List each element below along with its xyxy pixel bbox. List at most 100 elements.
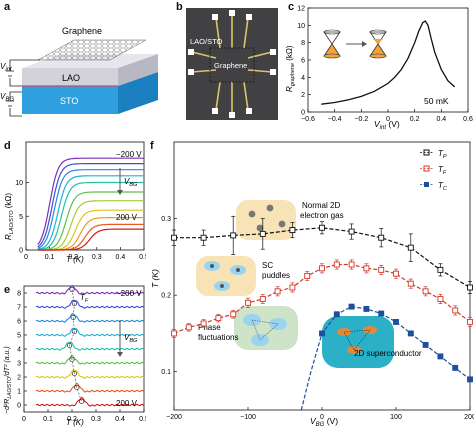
panel-d-xtick-label: 0.5 bbox=[139, 254, 146, 261]
panel-e-curve-5 bbox=[35, 354, 145, 365]
panel-c-ytick-label: 8 bbox=[301, 40, 305, 47]
panel-letter-a: a bbox=[4, 1, 11, 13]
panel-f-TC-point bbox=[407, 330, 414, 337]
panel-e-chart: 0 0.1 0.2 0.3 0.4 0.5 8 7 6 5 4 3 2 1 0 −200 V 200 V T… bbox=[4, 284, 146, 427]
panel-f-TP-point bbox=[467, 284, 473, 291]
panel-f-TC-point bbox=[348, 303, 355, 310]
panel-c-xtick-label: −0.2 bbox=[354, 116, 368, 123]
panel-e-tf-guide bbox=[69, 289, 82, 402]
sc-puddles-label-1: SC bbox=[262, 261, 273, 270]
phase-fluct-label-2: fluctuations bbox=[198, 333, 238, 342]
superconductor-label: 2D superconductor bbox=[354, 349, 422, 358]
panel-f-TF-point bbox=[274, 288, 281, 295]
panel-e-xtick-label: 0.3 bbox=[91, 416, 101, 423]
legend-tc-marker bbox=[424, 182, 429, 187]
panel-d-curve-2 bbox=[37, 169, 144, 249]
panel-f-TC-point bbox=[452, 364, 459, 371]
panel-d-curve-3 bbox=[37, 175, 144, 250]
sto-label: STO bbox=[60, 96, 78, 106]
panel-f-xtick-label: −200 bbox=[166, 414, 182, 421]
panel-f-TC-point bbox=[467, 376, 473, 383]
panel-e-ytick-label: 6 bbox=[17, 319, 21, 326]
panel-e-ytick-label: 4 bbox=[17, 347, 21, 354]
panel-e-tf-marker-0 bbox=[69, 286, 75, 293]
panel-letter-b: b bbox=[176, 1, 183, 13]
panel-c-ytick-label: 6 bbox=[301, 58, 305, 65]
panel-e-curve-0 bbox=[35, 284, 145, 295]
phase-fluct-label-1: Phase bbox=[198, 323, 221, 332]
panel-f-TF-point bbox=[378, 266, 385, 273]
panel-e-xtick-label: 0.1 bbox=[43, 416, 53, 423]
illustration-phase-fluct bbox=[234, 306, 298, 350]
panel-e-ytick-label: 5 bbox=[17, 333, 21, 340]
panel-d-xtick-label: 0.1 bbox=[45, 254, 55, 261]
panel-e-ytick-label: 3 bbox=[17, 361, 21, 368]
panel-e-xtick-label: 0.4 bbox=[115, 416, 125, 423]
panel-d-xtick-label: 0.2 bbox=[68, 254, 78, 261]
dirac-cone-inset bbox=[323, 29, 387, 59]
panel-d-ytick-label: 10 bbox=[15, 180, 23, 187]
panel-d-bottom-label: 200 V bbox=[116, 213, 138, 222]
sto-layer-front bbox=[22, 86, 118, 114]
panel-c-xtick-label: 0.2 bbox=[410, 116, 420, 123]
normal-gas-label-1: Normal 2D bbox=[302, 201, 340, 210]
panel-e-ytick-label: 0 bbox=[17, 403, 21, 410]
panel-d-xtick-label: 0.4 bbox=[116, 254, 126, 261]
panel-e-curve-6 bbox=[35, 369, 145, 379]
panel-f-TC-point bbox=[378, 310, 385, 317]
panel-f-TF-point bbox=[289, 284, 296, 291]
illustration-normal-gas bbox=[236, 200, 296, 240]
panel-f-TF-point bbox=[230, 311, 237, 318]
panel-f-TC-point bbox=[422, 341, 429, 348]
panel-f-TF-point bbox=[363, 265, 370, 272]
panel-d-ytick-label: 5 bbox=[19, 214, 23, 221]
panel-f-TF-point bbox=[259, 296, 266, 302]
panel-d-xtick-label: 0.3 bbox=[92, 254, 102, 261]
vint-wire-bottom bbox=[9, 78, 22, 87]
panel-f-xtick-label: 100 bbox=[390, 414, 402, 421]
panel-e-tf-marker-7 bbox=[74, 384, 80, 391]
panel-f-ytick-label: 0.2 bbox=[161, 293, 171, 300]
panel-f-TF-point bbox=[407, 280, 414, 287]
panel-f-TP-point bbox=[437, 266, 444, 273]
panel-c-xlabel: Vint (V) bbox=[374, 119, 400, 130]
illustration-2d-superconductor bbox=[322, 316, 394, 368]
panel-f-TF-point bbox=[171, 330, 177, 337]
panel-e-curve-2 bbox=[35, 312, 145, 323]
panel-c-xtick-label: 0.4 bbox=[436, 116, 446, 123]
panel-e-ytick-label: 2 bbox=[17, 375, 21, 382]
panel-c-xtick-label: 0 bbox=[386, 116, 390, 123]
panel-d-curve-4 bbox=[37, 181, 144, 251]
panel-f-TF-point bbox=[333, 261, 340, 268]
lao-layer-side bbox=[118, 54, 158, 86]
panel-c-xtick-label: −0.4 bbox=[328, 116, 342, 123]
panel-e-xlabel: T (K) bbox=[66, 418, 84, 427]
illustration-sc-puddles bbox=[196, 256, 256, 296]
panel-f-TF-point bbox=[437, 296, 444, 302]
panel-letter-d: d bbox=[4, 140, 11, 152]
panel-f-TP-point bbox=[200, 234, 207, 241]
panel-f-TF-point bbox=[185, 324, 192, 331]
panel-f-TF-point bbox=[422, 288, 429, 295]
legend-tf-label: TF bbox=[438, 165, 447, 176]
panel-f-TC-point bbox=[333, 311, 340, 318]
panel-e-ytick-label: 8 bbox=[17, 291, 21, 298]
panel-f-TP-line bbox=[174, 227, 471, 289]
panel-d-chart: 0 0.1 0.2 0.3 0.4 0.5 0 5 10 −200 V 200 V VBG T … bbox=[4, 141, 146, 264]
normal-gas-label-2: electron gas bbox=[300, 211, 344, 220]
panel-e-xtick-label: 0.5 bbox=[139, 416, 146, 423]
panel-f-xlabel: VBG (V) bbox=[310, 416, 338, 428]
vbg-wire-bottom bbox=[9, 108, 22, 117]
panel-f-TP-point bbox=[259, 230, 266, 237]
panel-e-xtick-label: 0 bbox=[22, 416, 26, 423]
panel-e-tf-marker-8 bbox=[79, 398, 85, 405]
panel-c-ytick-label: 4 bbox=[301, 75, 305, 82]
panel-e-ytick-label: 1 bbox=[17, 389, 21, 396]
graphene-sheet bbox=[37, 39, 147, 61]
panel-d-xtick-label: 0 bbox=[24, 254, 28, 261]
panel-letter-c: c bbox=[288, 1, 295, 13]
panel-a-schematic: Graphene LAO STO Vint VBG bbox=[0, 26, 158, 117]
panel-c-ytick-label: 0 bbox=[301, 110, 305, 117]
panel-f-TP-point bbox=[348, 228, 355, 235]
panel-d-frame bbox=[25, 141, 145, 251]
